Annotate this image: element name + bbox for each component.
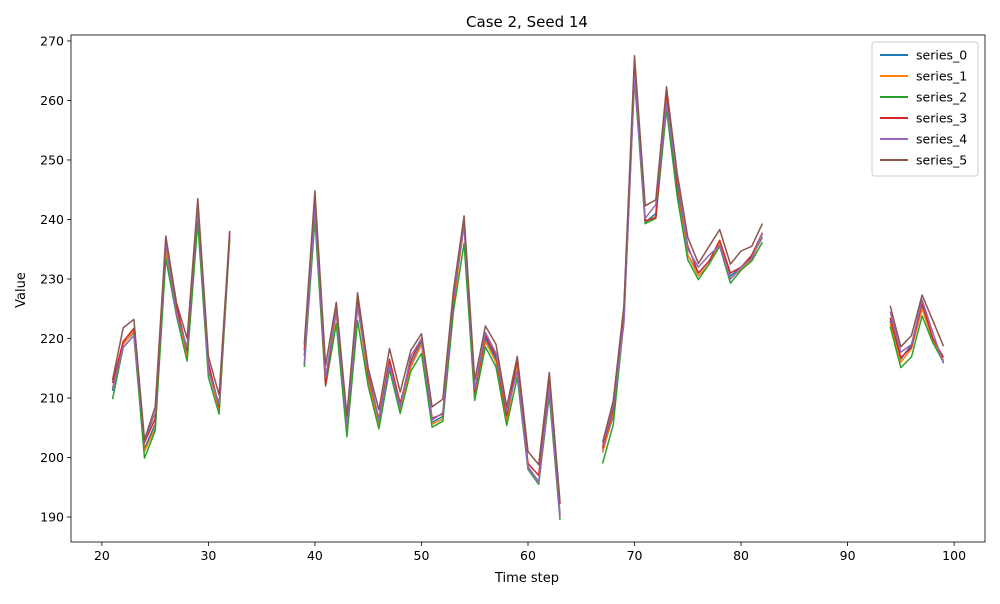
y-axis-label: Value [14,272,29,308]
legend-label-4: series_4 [916,132,967,147]
y-tick-label: 220 [40,331,64,346]
series-line-5 [111,55,945,503]
x-tick-label: 100 [942,548,966,563]
series-line-3 [111,61,945,504]
y-tick-label: 210 [40,390,64,405]
x-tick-label: 30 [200,548,216,563]
legend-label-3: series_3 [916,111,967,126]
chart-title: Case 2, Seed 14 [466,13,588,31]
series-lines [111,55,945,521]
y-tick-label: 270 [40,33,64,48]
legend-label-2: series_2 [916,90,967,105]
x-tick-label: 80 [733,548,749,563]
y-tick-label: 230 [40,271,64,286]
x-tick-label: 50 [414,548,430,563]
y-tick-label: 260 [40,93,64,108]
legend-label-5: series_5 [916,153,967,168]
series-line-2 [111,78,945,521]
legend: series_0 series_1 series_2 series_3 series_4… [871,41,979,177]
y-tick-label: 200 [40,450,64,465]
legend-label-0: series_0 [916,48,967,63]
x-tick-label: 60 [520,548,536,563]
y-tick-label: 250 [40,152,64,167]
legend-label-1: series_1 [916,69,967,84]
x-tick-label: 70 [627,548,643,563]
y-tick-label: 190 [40,510,64,525]
x-axis-label: Time step [494,571,559,586]
x-tick-label: 40 [307,548,323,563]
x-tick-label: 90 [840,548,856,563]
y-tick-label: 240 [40,212,64,227]
x-tick-label: 20 [94,548,110,563]
axes: 20 30 40 50 60 70 80 90 100 190 200 210 220 230 240 250… [40,33,986,563]
series-line-4 [111,75,945,518]
